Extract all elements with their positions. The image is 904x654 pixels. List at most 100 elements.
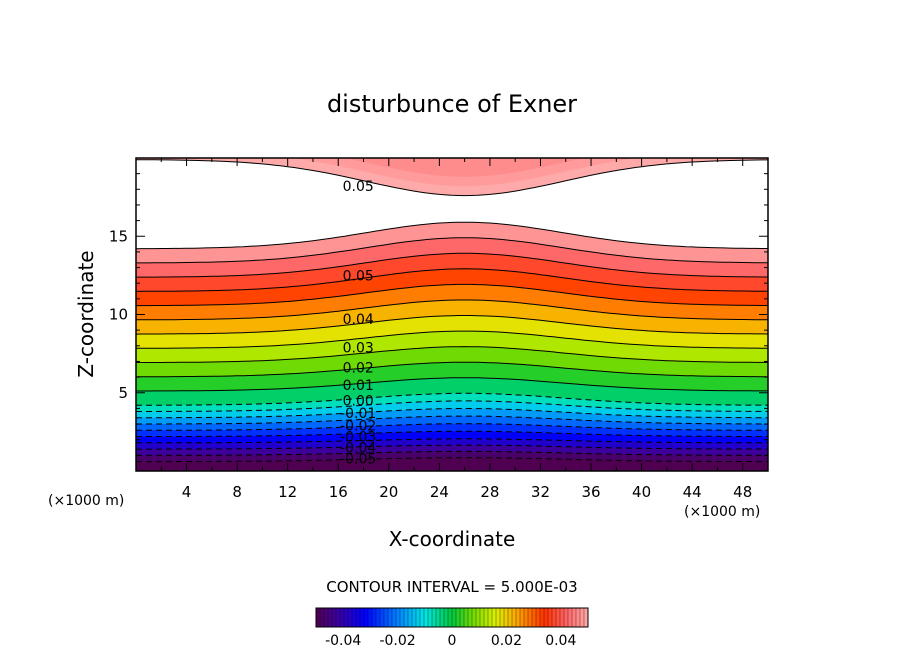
contour-line — [136, 400, 768, 412]
colorbar-cell — [400, 608, 405, 627]
colorbar-cell — [344, 608, 349, 627]
colorbar-frame — [315, 607, 589, 628]
x-tick-label: 8 — [232, 483, 242, 501]
colorbar-cell — [504, 608, 509, 627]
contour-line — [136, 430, 768, 438]
contour-label: -0.04 — [340, 441, 376, 457]
contour-line — [136, 408, 768, 419]
colorbar-cell — [360, 608, 365, 627]
colorbar-cell — [556, 608, 561, 627]
contour-label: -0.03 — [340, 430, 376, 446]
colorbar-cell — [528, 608, 533, 627]
colorbar-cell — [324, 608, 329, 627]
colorbar-cell — [464, 608, 469, 627]
colorbar-cell — [328, 608, 333, 627]
colorbar — [315, 608, 589, 627]
x-tick-label: 36 — [581, 483, 600, 501]
colorbar-cell — [420, 608, 425, 627]
colorbar-cell — [364, 608, 369, 627]
contour-label: 0.01 — [343, 378, 374, 394]
y-tick-label: 5 — [118, 384, 128, 402]
x-tick-label: 48 — [733, 483, 752, 501]
colorbar-cell — [416, 608, 421, 627]
colorbar-cell — [380, 608, 385, 627]
colorbar-cell — [412, 608, 417, 627]
contour-interval-text: CONTOUR INTERVAL = 5.000E-03 — [326, 578, 577, 596]
colorbar-cell — [484, 608, 489, 627]
contour-line-upper — [136, 159, 768, 197]
colorbar-cell — [316, 608, 321, 627]
x-tick-labels: 4 8 12 16 20 24 28 32 36 40 44 48 — [182, 483, 752, 501]
contour-line — [136, 438, 768, 444]
x-tick-label: 32 — [531, 483, 550, 501]
colorbar-cell — [452, 608, 457, 627]
contour-band-upper — [136, 158, 768, 177]
contour-line — [136, 392, 768, 406]
contour-line — [136, 252, 768, 278]
colorbar-cell — [472, 608, 477, 627]
contour-line — [136, 221, 768, 250]
colorbar-cell — [540, 608, 545, 627]
colorbar-cell — [424, 608, 429, 627]
colorbar-cell — [524, 608, 529, 627]
axis-ticks — [136, 158, 768, 471]
colorbar-cell — [396, 608, 401, 627]
x-tick-label: 44 — [683, 483, 702, 501]
y-tick-label: 15 — [109, 227, 128, 245]
contour-line — [136, 268, 768, 292]
colorbar-cell — [480, 608, 485, 627]
colorbar-cell — [384, 608, 389, 627]
contour-band — [136, 463, 768, 471]
colorbar-cell — [468, 608, 473, 627]
contour-label: 0.05 — [343, 179, 374, 195]
colorbar-cell — [572, 608, 577, 627]
x-tick-label: 40 — [632, 483, 651, 501]
colorbar-tick-label: 0.02 — [491, 633, 522, 649]
colorbar-cell — [436, 608, 441, 627]
contour-line — [136, 299, 768, 321]
contour-labels: 0.050.050.040.030.020.010.00-0.01-0.02-0… — [340, 179, 376, 467]
contour-label: 0.02 — [343, 361, 374, 377]
colorbar-cell — [388, 608, 393, 627]
x-tick-label: 24 — [430, 483, 449, 501]
contour-label: 0.03 — [343, 340, 374, 356]
contour-line — [136, 450, 768, 456]
colorbar-cell — [408, 608, 413, 627]
colorbar-tick-label: 0.04 — [545, 633, 576, 649]
colorbar-cell — [496, 608, 501, 627]
colorbar-cell — [348, 608, 353, 627]
x-tick-label: 16 — [329, 483, 348, 501]
x-tick-label: 4 — [182, 483, 192, 501]
contour-label: 0.05 — [343, 268, 374, 284]
contour-lines — [136, 159, 768, 463]
colorbar-cell — [536, 608, 541, 627]
x-unit-left: (×1000 m) — [48, 493, 124, 509]
contour-line — [136, 346, 768, 363]
colorbar-cell — [440, 608, 445, 627]
colorbar-cell — [372, 608, 377, 627]
contour-line — [136, 457, 768, 463]
colorbar-cell — [404, 608, 409, 627]
colorbar-cell — [520, 608, 525, 627]
colorbar-cell — [444, 608, 449, 627]
contour-label: 0.04 — [343, 312, 374, 328]
colorbar-cell — [340, 608, 345, 627]
colorbar-cell — [580, 608, 585, 627]
x-tick-label: 12 — [278, 483, 297, 501]
colorbar-cell — [376, 608, 381, 627]
chart-title: disturbunce of Exner — [327, 90, 577, 118]
colorbar-cell — [432, 608, 437, 627]
x-tick-label: 28 — [480, 483, 499, 501]
colorbar-cell — [352, 608, 357, 627]
y-tick-label: 10 — [109, 306, 128, 324]
colorbar-cell — [428, 608, 433, 627]
colorbar-cell — [368, 608, 373, 627]
colorbar-cell — [448, 608, 453, 627]
colorbar-cell — [456, 608, 461, 627]
contour-fills — [136, 158, 768, 471]
contour-line — [136, 330, 768, 349]
colorbar-cell — [500, 608, 505, 627]
contour-label: -0.05 — [340, 451, 376, 467]
colorbar-cell — [560, 608, 565, 627]
